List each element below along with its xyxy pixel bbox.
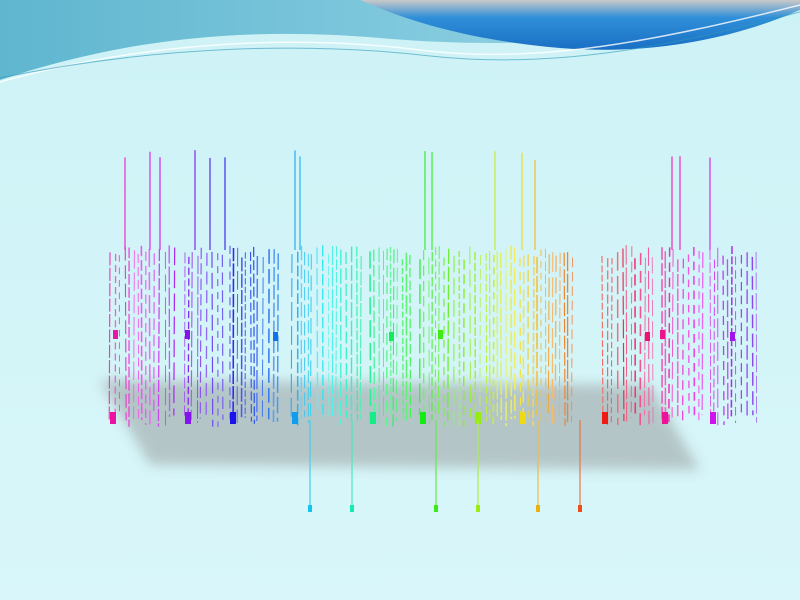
word-art-stroke [308,505,312,512]
word-art-stroke [221,254,224,420]
word-art-stroke [211,251,214,427]
word-art-stroke [137,254,140,420]
word-art-stroke [389,332,394,341]
word-art-stroke [272,249,276,423]
word-art-stroke [668,247,671,423]
word-art-stroke [547,254,550,417]
word-art-stroke [185,330,190,339]
word-art-stroke [492,254,495,426]
word-art-stroke [469,246,471,418]
word-art-stroke [190,252,193,420]
word-art-stroke [438,330,443,339]
word-art-stroke [647,247,650,425]
word-art-stroke [309,254,312,417]
word-art-stroke [601,256,604,421]
word-art-stroke [722,255,725,425]
word-art-stroke [236,247,239,423]
word-art-stroke [256,255,259,421]
word-art-stroke [687,254,690,418]
word-art-stroke [755,251,758,423]
word-art-stroke [625,245,628,422]
word-art-stroke [409,255,412,419]
word-art-stroke [356,246,358,421]
word-art-stroke [730,332,735,341]
word-art-stroke [372,249,376,420]
word-art-stroke [532,256,535,427]
word-art-stroke [108,252,111,422]
word-art-stroke [292,412,298,424]
word-art-stroke [520,412,526,424]
word-art-stroke [185,412,191,424]
word-art-stroke [253,246,255,424]
word-art-stroke [662,412,668,424]
word-art-stroke [751,256,754,416]
word-art-stroke [475,412,481,424]
word-art-stroke [396,248,398,421]
word-art-stroke [578,505,582,512]
word-art-stroke [392,249,395,427]
word-art-stroke [660,330,665,339]
word-art-stroke [643,257,646,416]
word-art-stroke [563,252,566,426]
word-art-stroke [522,255,525,422]
word-art-stroke [476,505,480,512]
word-art-stroke [682,258,684,425]
word-art-stroke [335,246,338,417]
word-art-stroke [205,252,208,421]
word-art-stroke [447,248,450,421]
word-art-stroke [645,332,650,341]
word-art-stroke [345,251,348,419]
word-art-stroke [710,412,716,424]
word-art-stroke [316,247,319,416]
word-art-stroke [536,505,540,512]
word-art-stroke [124,246,127,421]
word-art-stroke [701,252,704,416]
word-art-stroke [558,252,561,418]
word-art-stroke [554,255,557,424]
word-art-stroke [671,249,674,418]
word-art-stroke [730,246,733,417]
word-shadow [100,380,700,470]
word-art-stroke [350,505,354,512]
word-art-stroke [110,412,116,424]
word-art-stroke [434,505,438,512]
word-art-stroke [651,257,654,424]
word-art-stroke [157,248,161,427]
word-art-stroke [709,249,712,418]
word-art-stroke [479,255,481,416]
wave-line [0,4,800,83]
word-art-stroke [250,251,252,422]
word-art-stroke [261,257,264,420]
word-art-stroke [230,412,236,424]
word-art-stroke [485,253,488,422]
word-art-stroke [622,248,625,422]
word-art-stroke [199,247,202,419]
word-art-stroke [385,248,388,427]
word-art-stroke [420,412,426,424]
word-art-stroke [499,252,502,420]
word-art-stroke [290,254,293,420]
word-art-stroke [630,246,633,418]
word-art [108,150,758,512]
word-art-stroke [571,257,573,423]
word-art-stroke [401,259,404,419]
right-wave [360,0,800,50]
word-art-stroke [602,412,608,424]
word-art-stroke [133,250,135,420]
word-art-stroke [273,332,278,341]
word-art-stroke [369,251,372,424]
word-art-stroke [713,259,716,419]
word-art-stroke [370,412,376,424]
word-art-stroke [148,249,151,425]
wave-line [0,11,800,79]
word-art-stroke [113,330,118,339]
word-art-stroke [173,247,176,416]
word-art-stroke [359,255,362,419]
